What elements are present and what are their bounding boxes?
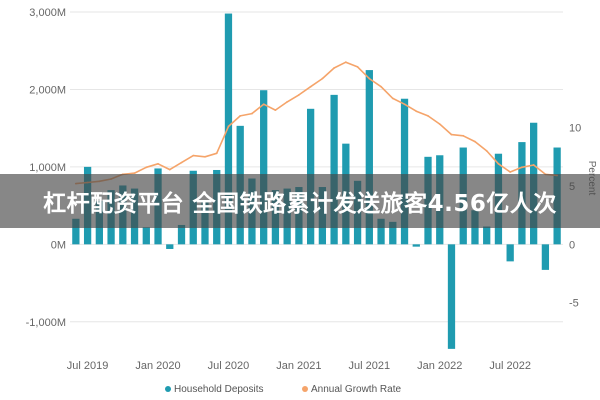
growth-rate-point (157, 162, 159, 165)
bar (400, 98, 409, 245)
x-axis-tick-label: Jan 2021 (276, 360, 321, 372)
bar (447, 244, 456, 349)
gridlines (70, 11, 563, 323)
growth-rate-point (333, 67, 336, 69)
growth-rate-point (297, 93, 300, 96)
legend-swatch-household-deposits (165, 386, 171, 392)
bar (377, 218, 385, 245)
growth-rate-point (509, 171, 512, 173)
headline-banner: 杠杆配资平台 全国铁路累计发送旅客4.56亿人次 (0, 174, 600, 228)
growth-rate-point (356, 65, 359, 68)
bar (330, 94, 338, 245)
growth-rate-point (403, 103, 406, 106)
right-axis-tick-label: -5 (569, 298, 579, 310)
growth-rate-point (415, 110, 418, 113)
bar (412, 244, 420, 247)
growth-rate-point (133, 172, 136, 175)
growth-rate-point (168, 168, 171, 171)
growth-rate-point (450, 133, 453, 136)
growth-rate-line (75, 61, 558, 185)
bar (483, 226, 491, 245)
growth-rate-point (286, 101, 289, 103)
bar (72, 218, 80, 245)
bar (142, 227, 150, 245)
growth-rate-point (180, 161, 183, 164)
bar (506, 244, 514, 262)
bar (177, 224, 186, 245)
growth-rate-point (227, 125, 230, 128)
x-axis: Jul 2019 Jan 2020 Jul 2020 Jan 2021 Jul 2021… (67, 360, 531, 372)
growth-rate-point (204, 155, 206, 158)
left-axis: 3,000M 2,000M 1,000M 0M -1,000M (26, 7, 66, 329)
right-axis-tick-label: 10 (569, 123, 581, 135)
left-axis-tick-label: 0M (51, 239, 66, 251)
line-series-annual-growth-rate (74, 61, 559, 185)
x-axis-tick-label: Jul 2019 (67, 360, 109, 372)
bar (166, 244, 174, 249)
left-axis-tick-label: 2,000M (29, 84, 66, 96)
legend-swatch-annual-growth-rate (302, 386, 308, 392)
x-axis-tick-label: Jan 2020 (135, 360, 180, 372)
growth-rate-point (497, 162, 500, 165)
x-axis-tick-label: Jan 2022 (417, 360, 462, 372)
growth-rate-point (321, 77, 324, 80)
growth-rate-point (391, 97, 394, 100)
growth-rate-point (192, 154, 195, 157)
growth-rate-point (438, 123, 441, 125)
growth-rate-point (145, 166, 148, 169)
growth-rate-point (262, 103, 265, 106)
growth-rate-point (368, 77, 371, 80)
right-axis-tick-label: 0 (569, 239, 575, 251)
left-axis-tick-label: -1,000M (26, 317, 66, 329)
bar (224, 13, 233, 245)
growth-rate-point (532, 164, 535, 166)
growth-rate-point (427, 115, 429, 117)
growth-rate-point (521, 166, 523, 169)
growth-rate-point (215, 152, 218, 155)
legend-label-annual-growth-rate: Annual Growth Rate (311, 384, 401, 395)
bar (541, 244, 550, 270)
growth-rate-point (380, 85, 382, 88)
growth-rate-point (309, 85, 312, 88)
bar (365, 70, 373, 245)
growth-rate-point (274, 109, 277, 111)
growth-rate-point (485, 150, 488, 152)
x-axis-tick-label: Jul 2022 (489, 360, 531, 372)
legend: Household Deposits Annual Growth Rate (165, 384, 401, 395)
growth-rate-point (462, 134, 465, 137)
headline-text: 杠杆配资平台 全国铁路累计发送旅客4.56亿人次 (43, 191, 557, 217)
legend-label-household-deposits: Household Deposits (174, 384, 264, 395)
growth-rate-point (239, 115, 242, 117)
x-axis-tick-label: Jul 2021 (349, 360, 391, 372)
bar (260, 90, 268, 245)
growth-rate-point (344, 61, 347, 64)
left-axis-tick-label: 3,000M (29, 7, 66, 19)
growth-rate-point (251, 112, 253, 115)
bar (389, 221, 397, 245)
growth-rate-point (474, 140, 476, 143)
x-axis-tick-label: Jul 2020 (208, 360, 250, 372)
left-axis-tick-label: 1,000M (29, 162, 66, 174)
